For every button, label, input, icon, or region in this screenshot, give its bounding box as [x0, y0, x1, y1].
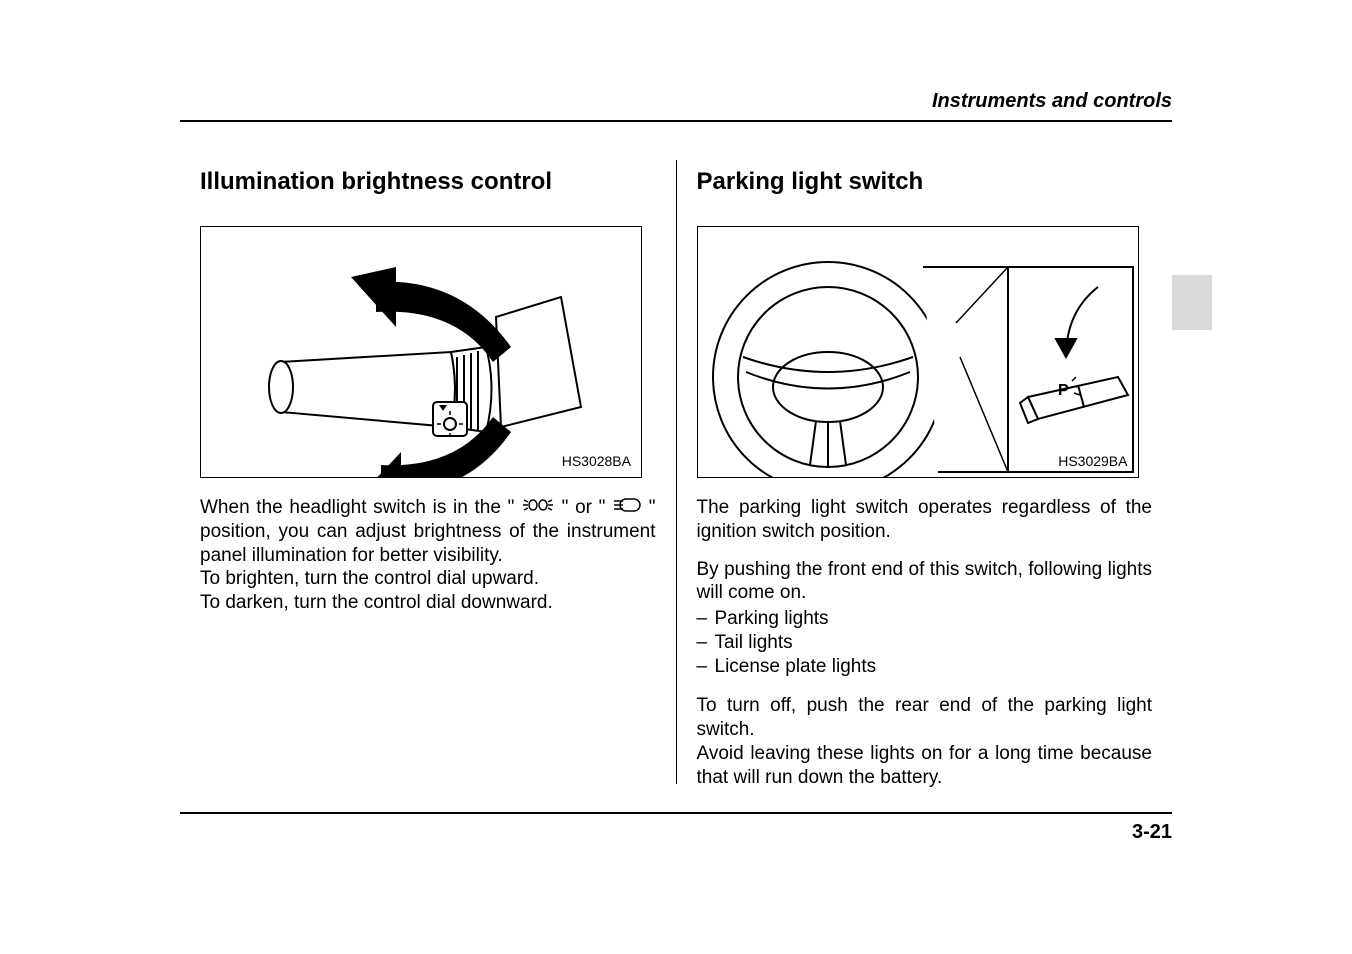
- illumination-body-text: When the headlight switch is in the ": [200, 496, 656, 615]
- figure-parking-switch: P HS3029BA: [697, 226, 1139, 478]
- parking-switch-illustration: P: [698, 227, 1138, 477]
- headlight-symbol-icon: [612, 496, 642, 520]
- text-fragment: " or ": [562, 497, 612, 518]
- list-item: –Tail lights: [697, 631, 1153, 655]
- section-title-illumination: Illumination brightness control: [200, 168, 656, 196]
- figure-illumination-dial: HS3028BA: [200, 226, 642, 478]
- manual-page: Instruments and controls Illumination br…: [0, 0, 1352, 954]
- list-item-label: Tail lights: [715, 631, 793, 655]
- footer-rule: [180, 812, 1172, 814]
- content-columns: Illumination brightness control: [180, 160, 1172, 784]
- text-line: To darken, turn the control dial downwar…: [200, 591, 656, 615]
- list-item: –Parking lights: [697, 607, 1153, 631]
- chapter-title: Instruments and controls: [932, 90, 1172, 113]
- svg-text:P: P: [1058, 382, 1069, 399]
- section-title-parking: Parking light switch: [697, 168, 1153, 196]
- text-paragraph: Avoid leaving these lights on for a long…: [697, 742, 1153, 790]
- header-rule: [180, 120, 1172, 122]
- text-paragraph: By pushing the front end of this switch,…: [697, 558, 1153, 606]
- text-paragraph: The parking light switch operates regard…: [697, 496, 1153, 544]
- text-line: To brighten, turn the control dial upwar…: [200, 567, 656, 591]
- list-item: –License plate lights: [697, 655, 1153, 679]
- lights-list: –Parking lights –Tail lights –License pl…: [697, 607, 1153, 678]
- figure-code: HS3029BA: [1058, 453, 1127, 469]
- figure-code: HS3028BA: [562, 453, 631, 469]
- text-paragraph: To turn off, push the rear end of the pa…: [697, 694, 1153, 742]
- thumb-tab: [1172, 275, 1212, 330]
- parking-body-text: The parking light switch operates regard…: [697, 496, 1153, 789]
- left-column: Illumination brightness control: [180, 160, 677, 784]
- list-item-label: Parking lights: [715, 607, 829, 631]
- parking-light-symbol-icon: [521, 496, 555, 520]
- page-number: 3-21: [1132, 821, 1172, 844]
- illumination-dial-illustration: [201, 227, 641, 477]
- right-column: Parking light switch: [677, 160, 1173, 784]
- list-item-label: License plate lights: [715, 655, 877, 679]
- text-fragment: When the headlight switch is in the ": [200, 497, 521, 518]
